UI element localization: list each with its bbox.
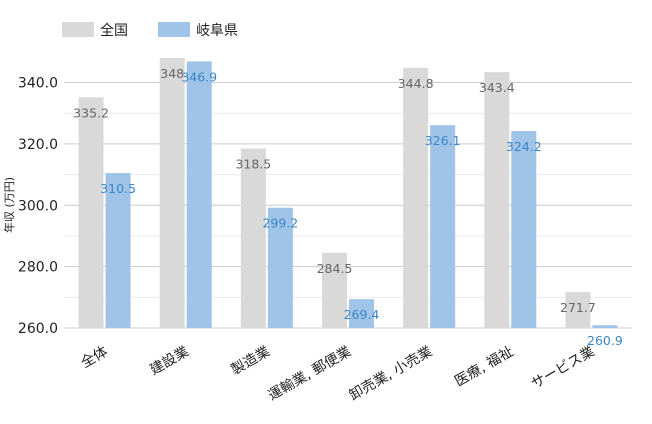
x-category-label: 医療, 福祉 [452,343,517,390]
y-tick-label: 260.0 [18,321,58,337]
bar-national[interactable] [322,252,347,328]
bar-national[interactable] [78,97,104,328]
x-category-label: 建設業 [147,344,191,379]
data-label: 260.9 [587,333,623,348]
data-label: 344.8 [398,76,434,91]
legend-swatch[interactable] [158,22,190,37]
bar-gifu[interactable] [349,299,374,328]
y-tick-label: 320.0 [18,137,58,153]
data-label: 343.4 [479,80,515,95]
data-label: 335.2 [73,105,109,120]
bar-gifu[interactable] [430,125,456,329]
bar-national[interactable] [403,67,429,329]
data-label: 326.1 [425,133,461,148]
data-label: 346.9 [181,69,217,84]
bars-layer [78,58,618,329]
data-label: 284.5 [317,261,353,276]
data-label: 299.2 [262,216,298,231]
bar-national[interactable] [565,292,591,328]
y-tick-label: 300.0 [18,198,58,214]
x-category-label: 運輸業, 郵便業 [266,344,354,404]
legend-label[interactable]: 全国 [100,22,128,39]
x-category-label: 全体 [78,343,111,372]
legend-swatch[interactable] [62,22,94,37]
y-tick-label: 340.0 [18,76,58,92]
data-label: 271.7 [560,300,596,315]
y-tick-label: 280.0 [18,260,58,276]
x-category-label: 製造業 [228,344,272,379]
grid-layer [64,82,632,329]
y-axis-title: 年収 (万円) [2,177,16,233]
bar-gifu[interactable] [592,325,618,328]
legend-label[interactable]: 岐阜県 [196,22,238,39]
bar-national[interactable] [240,148,266,328]
data-label: 269.4 [344,307,380,322]
legend[interactable]: 全国 岐阜県 [62,22,238,39]
bar-national[interactable] [159,58,185,328]
bar-gifu[interactable] [186,61,212,328]
data-label: 318.5 [235,157,271,172]
bar-gifu[interactable] [511,131,537,328]
x-category-label: 卸売業, 小売業 [347,344,435,404]
bar-national[interactable] [484,72,510,328]
data-label: 324.2 [506,139,542,154]
data-label: 348 [160,66,184,81]
x-category-label: サービス業 [529,344,598,393]
bar-gifu[interactable] [105,173,131,328]
data-label: 310.5 [100,181,136,196]
bar-gifu[interactable] [267,207,293,328]
